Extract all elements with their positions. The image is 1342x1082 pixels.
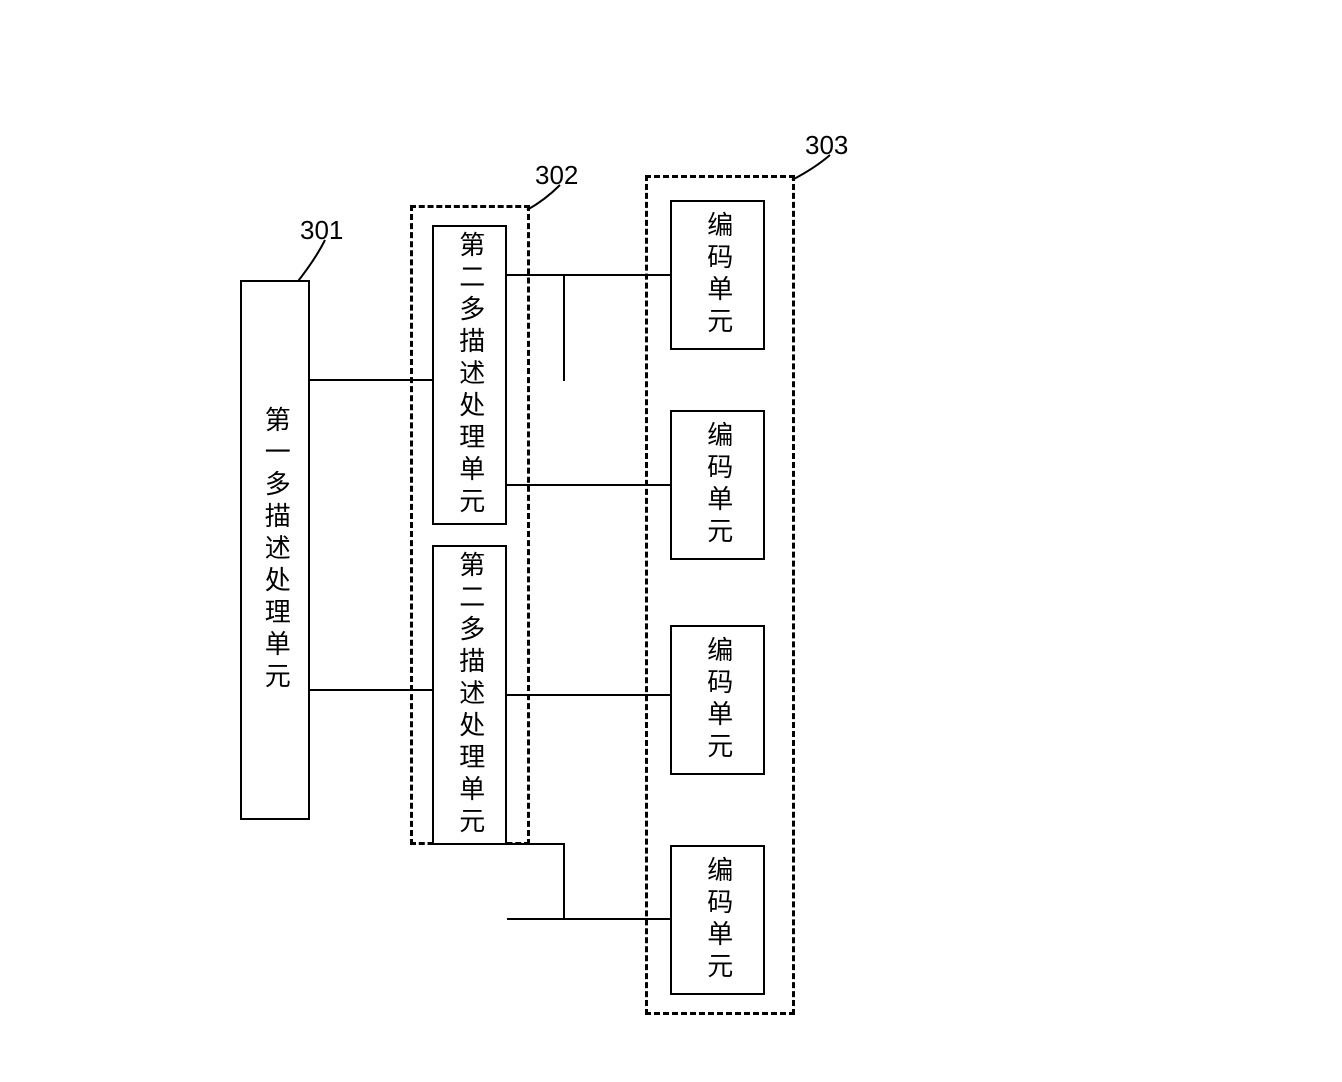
unit-302a-text: 第二多描述处理单元	[451, 231, 487, 519]
unit-303a: 编码单元	[670, 200, 765, 350]
block-diagram: 301 302 303 第一多描述处理单元 第二多描述处理单元 第二多描述处理单…	[240, 150, 1040, 1020]
conn-302b-303c	[507, 694, 670, 696]
label-301: 301	[300, 215, 343, 246]
conn-302b-303d-h2	[507, 918, 670, 920]
unit-303c: 编码单元	[670, 625, 765, 775]
conn-301-302b	[310, 689, 432, 691]
unit-303c-text: 编码单元	[699, 636, 735, 764]
unit-303b-text: 编码单元	[699, 421, 735, 549]
unit-302a: 第二多描述处理单元	[432, 225, 507, 525]
unit-303d: 编码单元	[670, 845, 765, 995]
conn-302a-303a-h1	[507, 274, 565, 276]
leader-301	[240, 150, 1040, 1020]
conn-302a-303a-h2	[565, 274, 670, 276]
conn-302a-303a-v	[563, 274, 565, 381]
label-303: 303	[805, 130, 848, 161]
unit-302b-text: 第二多描述处理单元	[451, 551, 487, 839]
unit-301-text: 第一多描述处理单元	[257, 406, 293, 694]
unit-303b: 编码单元	[670, 410, 765, 560]
unit-303d-text: 编码单元	[699, 856, 735, 984]
conn-301-302a	[310, 379, 432, 381]
conn-302b-303d-h1	[507, 843, 565, 845]
unit-302b: 第二多描述处理单元	[432, 545, 507, 845]
conn-302a-303b	[507, 484, 670, 486]
label-302: 302	[535, 160, 578, 191]
conn-302b-303d-v	[563, 845, 565, 920]
unit-301: 第一多描述处理单元	[240, 280, 310, 820]
unit-303a-text: 编码单元	[699, 211, 735, 339]
